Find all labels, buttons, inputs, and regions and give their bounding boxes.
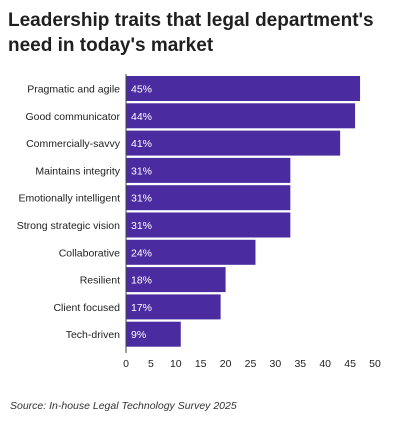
x-tick-label: 15 bbox=[195, 358, 207, 370]
bar bbox=[126, 321, 181, 347]
bar bbox=[126, 130, 341, 156]
bar bbox=[126, 76, 361, 101]
data-label: 31% bbox=[131, 193, 152, 205]
data-label: 31% bbox=[131, 220, 152, 232]
x-tick-label: 45 bbox=[344, 358, 356, 370]
category-label: Collaborative bbox=[59, 247, 120, 259]
bar bbox=[126, 294, 221, 320]
data-label: 45% bbox=[131, 84, 152, 96]
category-label: Good communicator bbox=[25, 111, 120, 123]
data-label: 31% bbox=[131, 165, 152, 177]
category-label: Maintains integrity bbox=[35, 165, 120, 177]
chart-title: Leadership traits that legal department'… bbox=[8, 10, 374, 56]
bar bbox=[126, 239, 256, 265]
source-note: Source: In-house Legal Technology Survey… bbox=[10, 400, 237, 412]
bar bbox=[126, 157, 291, 183]
x-tick-label: 0 bbox=[123, 358, 129, 370]
x-tick-label: 20 bbox=[220, 358, 232, 370]
bar bbox=[126, 103, 356, 129]
bar bbox=[126, 185, 291, 211]
x-tick-label: 5 bbox=[148, 358, 154, 370]
category-label: Strong strategic vision bbox=[17, 220, 120, 232]
data-label: 18% bbox=[131, 275, 152, 287]
data-label: 17% bbox=[131, 302, 152, 314]
category-label: Tech-driven bbox=[66, 329, 120, 341]
category-label: Client focused bbox=[53, 302, 120, 314]
x-tick-label: 35 bbox=[294, 358, 306, 370]
category-label: Pragmatic and agile bbox=[27, 84, 120, 96]
category-label: Commercially-savvy bbox=[26, 138, 121, 150]
x-tick-label: 30 bbox=[270, 358, 282, 370]
x-tick-label: 25 bbox=[245, 358, 257, 370]
data-label: 41% bbox=[131, 138, 152, 150]
category-label: Emotionally intelligent bbox=[18, 193, 120, 205]
bar bbox=[126, 267, 226, 293]
x-tick-label: 10 bbox=[170, 358, 182, 370]
x-tick-label: 40 bbox=[319, 358, 331, 370]
category-label: Resilient bbox=[80, 275, 120, 287]
bar bbox=[126, 212, 291, 238]
data-label: 9% bbox=[131, 329, 146, 341]
data-label: 24% bbox=[131, 247, 152, 259]
data-label: 44% bbox=[131, 111, 152, 123]
x-tick-label: 50 bbox=[369, 358, 381, 370]
